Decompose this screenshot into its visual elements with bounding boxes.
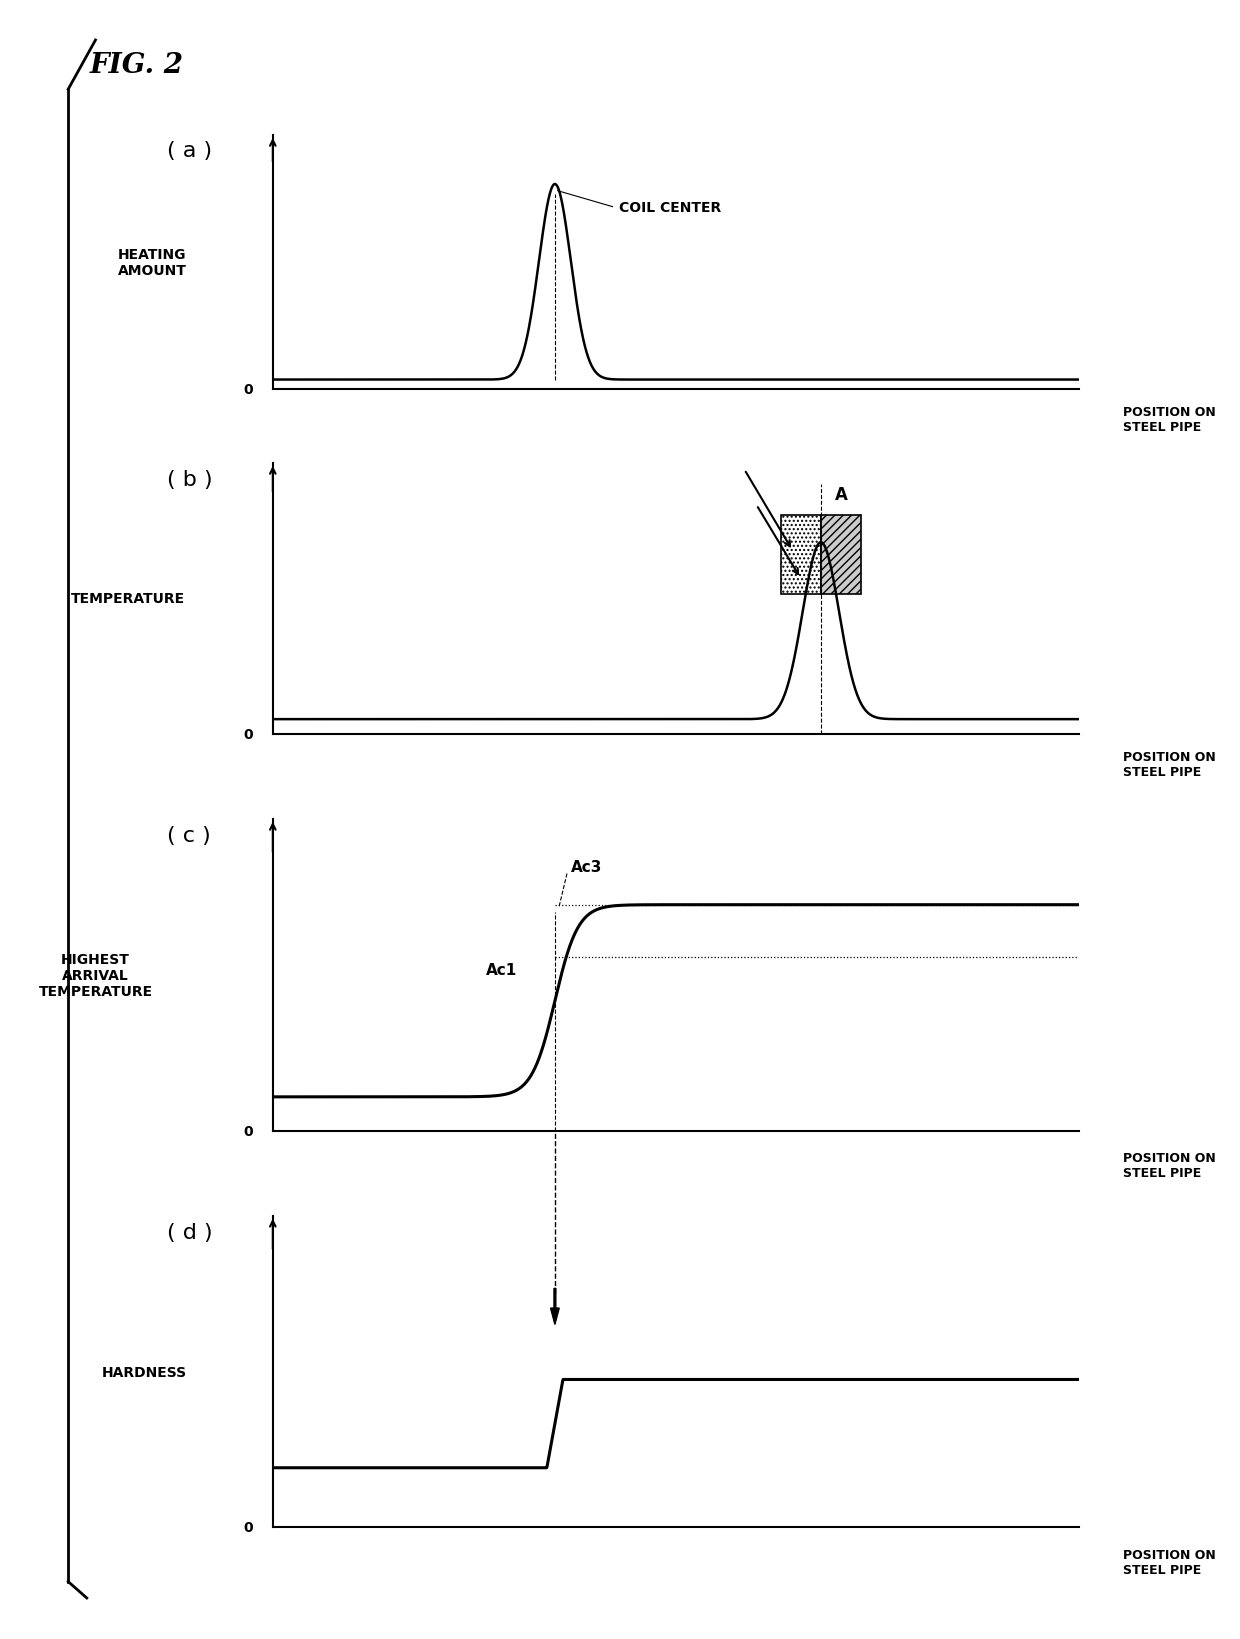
- Text: TEMPERATURE: TEMPERATURE: [71, 592, 185, 606]
- Text: COIL CENTER: COIL CENTER: [620, 202, 722, 215]
- Text: HIGHEST
ARRIVAL
TEMPERATURE: HIGHEST ARRIVAL TEMPERATURE: [38, 952, 153, 998]
- Text: ( c ): ( c ): [167, 826, 211, 846]
- Text: Ac3: Ac3: [570, 859, 603, 874]
- Text: POSITION ON
STEEL PIPE: POSITION ON STEEL PIPE: [1123, 1152, 1216, 1180]
- Text: ( a ): ( a ): [167, 141, 212, 161]
- Text: ( b ): ( b ): [167, 469, 213, 488]
- Text: A: A: [835, 485, 847, 503]
- Text: ( d ): ( d ): [167, 1223, 213, 1242]
- Text: POSITION ON
STEEL PIPE: POSITION ON STEEL PIPE: [1123, 751, 1216, 779]
- Text: 0: 0: [243, 384, 253, 397]
- Text: 0: 0: [243, 1124, 253, 1137]
- Text: POSITION ON
STEEL PIPE: POSITION ON STEEL PIPE: [1123, 406, 1216, 434]
- Text: 0: 0: [243, 1521, 253, 1534]
- Text: 0: 0: [243, 728, 253, 741]
- Text: FIG. 2: FIG. 2: [89, 52, 184, 79]
- Text: Ac1: Ac1: [486, 962, 517, 977]
- Bar: [781, 516, 821, 595]
- Text: HEATING
AMOUNT: HEATING AMOUNT: [118, 247, 186, 279]
- Bar: [821, 516, 861, 595]
- Text: HARDNESS: HARDNESS: [102, 1365, 186, 1378]
- Text: POSITION ON
STEEL PIPE: POSITION ON STEEL PIPE: [1123, 1549, 1216, 1577]
